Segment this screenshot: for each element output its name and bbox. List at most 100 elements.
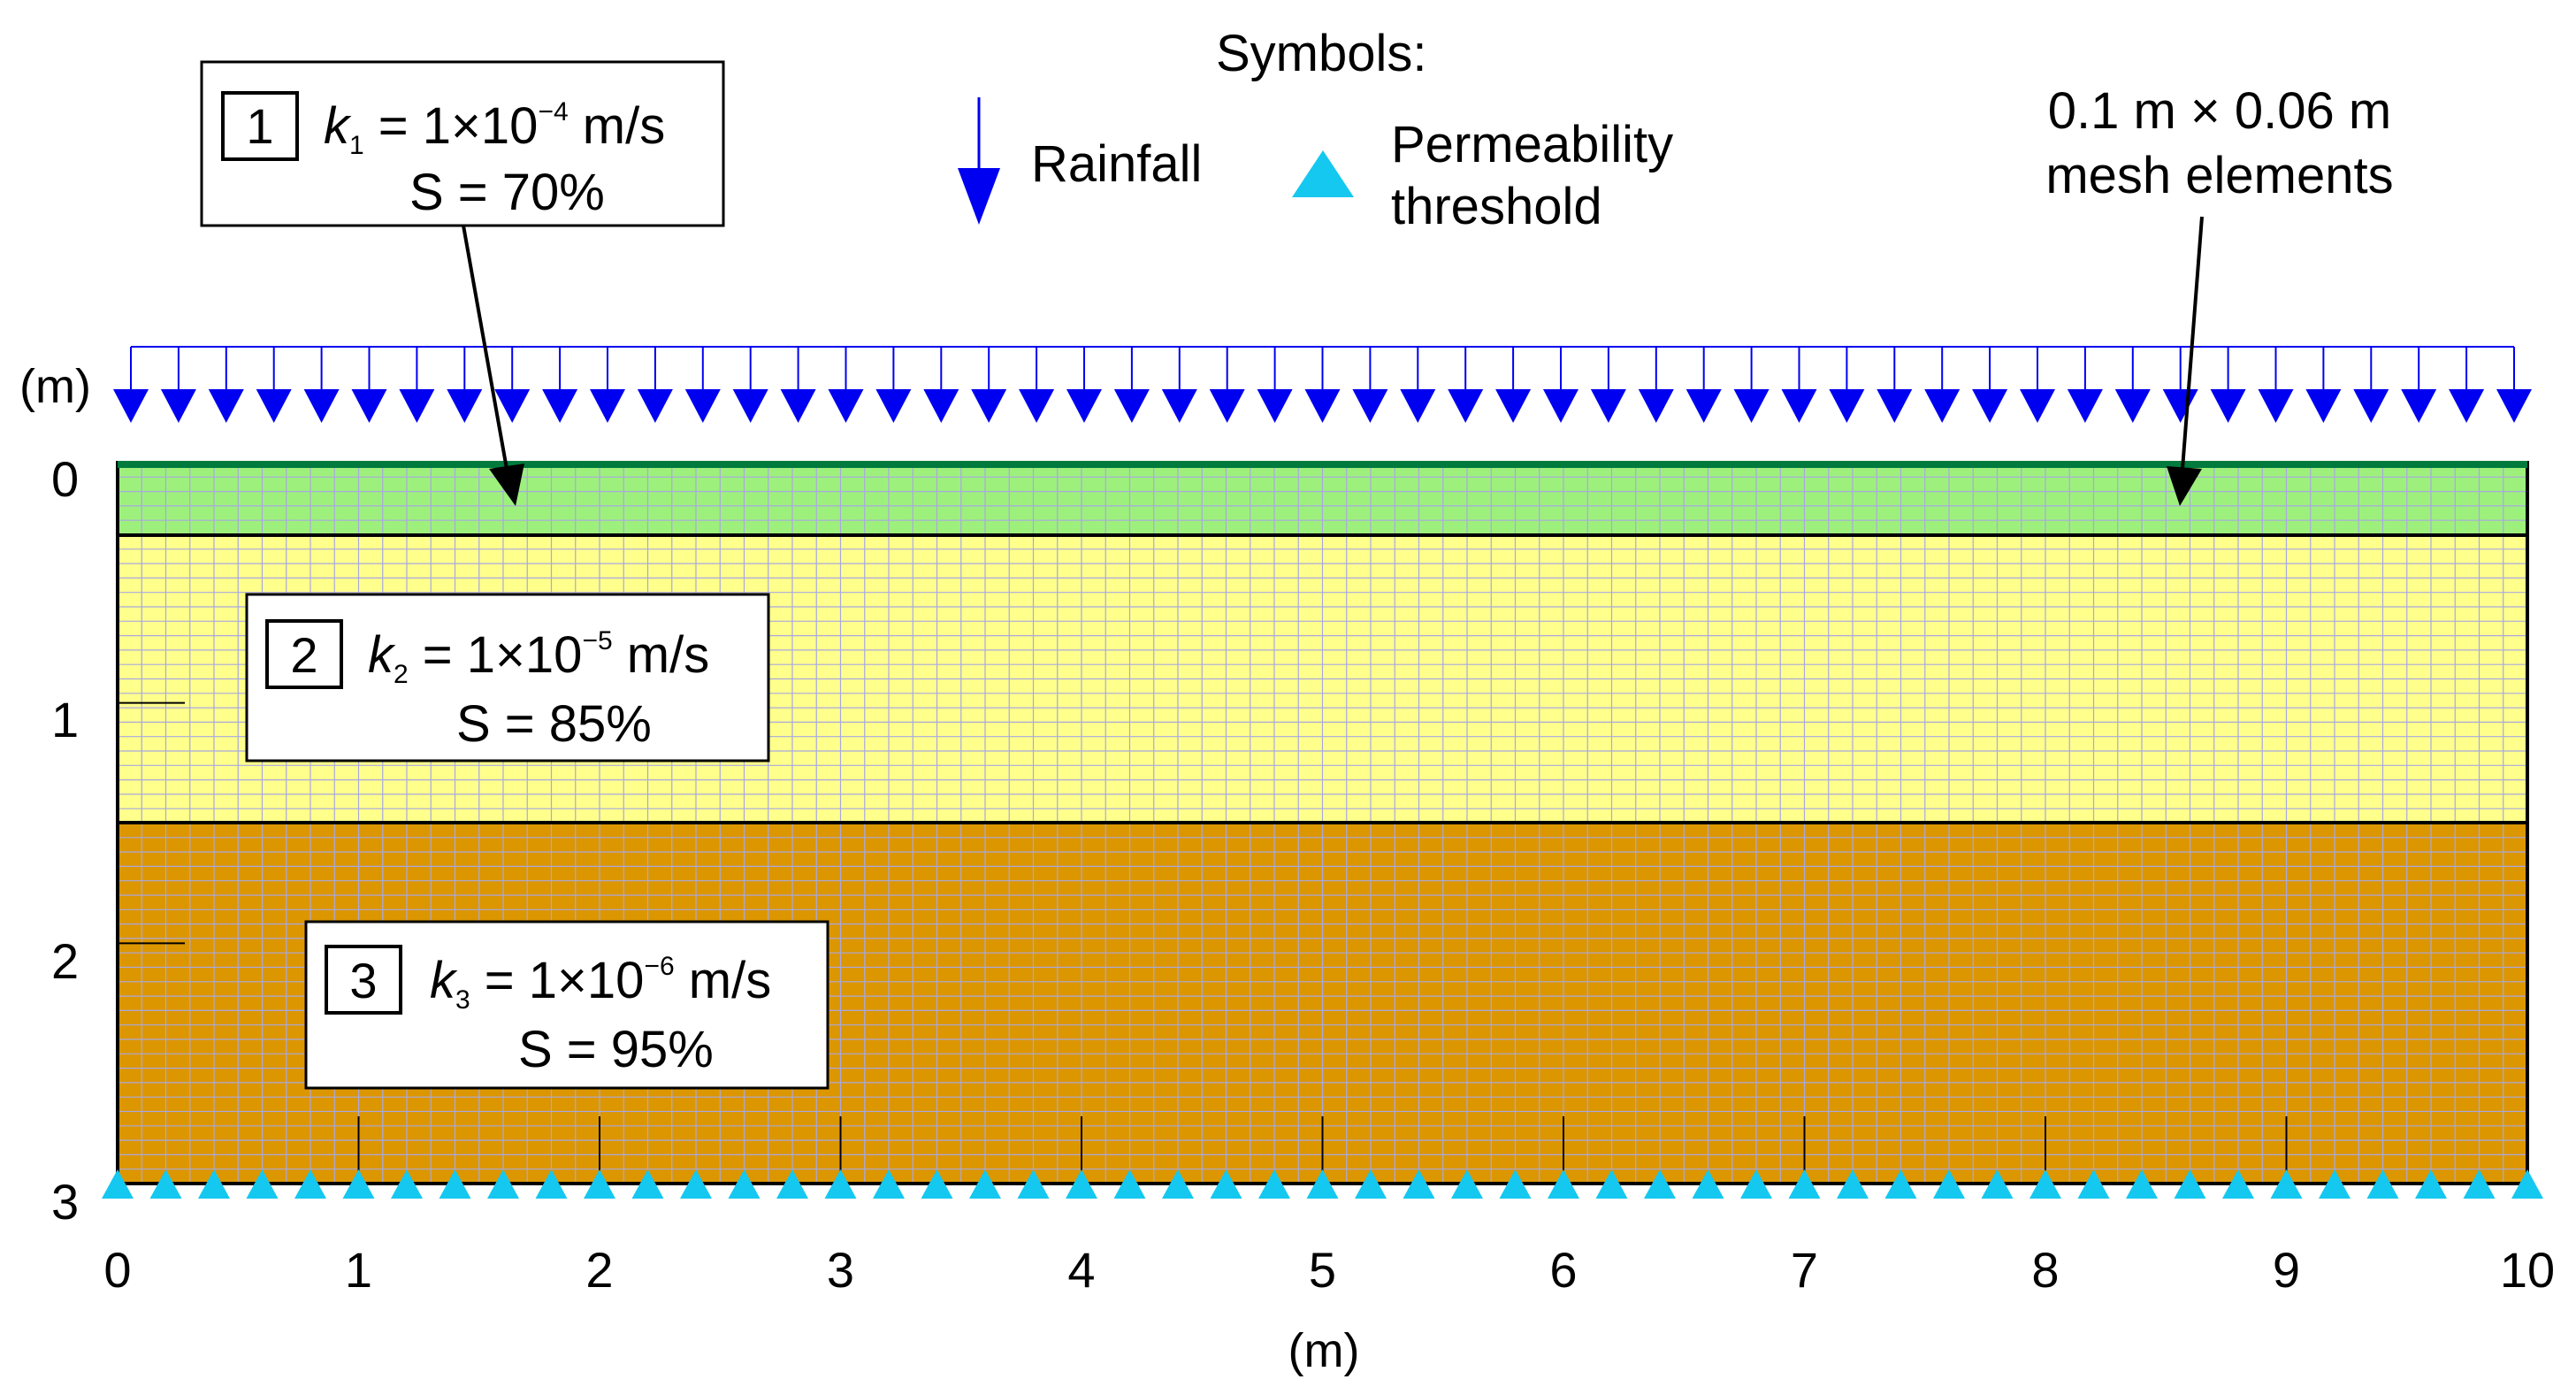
rain-arrowhead (2114, 389, 2151, 423)
threshold-marker (1355, 1169, 1387, 1199)
threshold-marker (921, 1169, 953, 1199)
rain-arrowhead (923, 389, 959, 423)
rain-arrowhead (351, 389, 387, 423)
threshold-marker (2029, 1169, 2061, 1199)
threshold-marker (1692, 1169, 1724, 1199)
rain-arrowhead (1209, 389, 1245, 423)
rain-arrowhead (2210, 389, 2246, 423)
x-tick-label: 6 (1549, 1242, 1577, 1298)
rain-arrowhead (1400, 389, 1436, 423)
x-axis-unit: (m) (1288, 1324, 1360, 1377)
threshold-marker (1788, 1169, 1821, 1199)
rain-arrowhead (2401, 389, 2437, 423)
threshold-marker (680, 1169, 712, 1199)
layer-1-arrowhead (489, 464, 524, 506)
x-axis: (m) 0 1 2 3 4 5 6 7 8 9 10 (103, 1242, 2555, 1377)
layer-2-saturation: S = 85% (456, 695, 652, 753)
rain-arrowhead (208, 389, 244, 423)
mesh-note-arrow-line (2181, 216, 2204, 470)
threshold-marker (824, 1169, 857, 1199)
threshold-marker (1306, 1169, 1339, 1199)
rain-arrowhead (1733, 389, 1770, 423)
x-tick-label: 0 (103, 1242, 131, 1298)
layer-2-box: 2 k2 = 1×10−5 m/s S = 85% (245, 593, 770, 762)
rain-arrowhead (2449, 389, 2485, 423)
rain-arrowhead (1685, 389, 1722, 423)
rain-arrowhead (160, 389, 196, 423)
rain-arrowhead (1257, 389, 1293, 423)
threshold-marker (1548, 1169, 1579, 1199)
threshold-marker (1740, 1169, 1772, 1199)
rain-arrowhead (637, 389, 673, 423)
rain-arrowhead (732, 389, 768, 423)
layer-boundaries (118, 533, 2527, 824)
threshold-marker (487, 1169, 519, 1199)
rain-arrowhead (1113, 389, 1150, 423)
threshold-marker (2222, 1169, 2254, 1199)
layer-1-permeability: k1 = 1×10−4 m/s (324, 97, 665, 160)
rain-arrowhead (1352, 389, 1388, 423)
threshold-marker (1113, 1169, 1146, 1199)
layer-1-id-box (221, 91, 299, 161)
threshold-legend-label-line1: Permeability (1391, 116, 1673, 173)
threshold-marker (1017, 1169, 1050, 1199)
y-tick-1: 1 (51, 692, 79, 747)
threshold-marker (776, 1169, 808, 1199)
layer-3-permeability: k3 = 1×10−6 m/s (430, 952, 771, 1015)
threshold-legend-label-line2: threshold (1391, 178, 1602, 235)
rain-arrowhead (494, 389, 531, 423)
x-tick-label: 3 (827, 1242, 854, 1298)
threshold-marker (2270, 1169, 2303, 1199)
layer-2-id: 2 (290, 627, 317, 683)
rain-arrowhead (1924, 389, 1961, 423)
rain-arrowhead (1019, 389, 1055, 423)
threshold-marker (102, 1169, 134, 1199)
legend-title: Symbols: (1216, 25, 1427, 82)
x-tick-label: 8 (2031, 1242, 2059, 1298)
threshold-marker (439, 1169, 471, 1199)
rain-arrowhead (875, 389, 912, 423)
rain-arrowhead (256, 389, 292, 423)
x-tick-label: 4 (1067, 1242, 1095, 1298)
threshold-marker (2366, 1169, 2399, 1199)
rain-arrowhead (1304, 389, 1341, 423)
rain-arrowhead (684, 389, 721, 423)
rain-arrowhead (2020, 389, 2055, 423)
mesh-note-line1: 0.1 m × 0.06 m (2048, 82, 2391, 140)
threshold-marker (1210, 1169, 1242, 1199)
rain-arrowhead (447, 389, 483, 423)
layer-1-saturation: S = 70% (409, 164, 605, 221)
mesh-note-line2: mesh elements (2045, 147, 2393, 204)
y-tick-3: 3 (51, 1174, 79, 1230)
rain-arrowhead (1638, 389, 1674, 423)
threshold-marker (149, 1169, 182, 1199)
threshold-marker (2174, 1169, 2206, 1199)
rain-arrowhead (1161, 389, 1197, 423)
x-tick-label: 10 (2500, 1242, 2555, 1298)
threshold-marker (391, 1169, 423, 1199)
threshold-marker (342, 1169, 375, 1199)
threshold-marker (1837, 1169, 1869, 1199)
x-tick-label: 9 (2273, 1242, 2300, 1298)
rain-arrowhead (1066, 389, 1102, 423)
threshold-marker (294, 1169, 326, 1199)
x-tick-label: 5 (1309, 1242, 1336, 1298)
y-tick-2: 2 (51, 933, 79, 989)
layer-1-id: 1 (246, 98, 273, 154)
rain-arrowhead (1972, 389, 2008, 423)
layer-3-id-box (325, 945, 402, 1015)
threshold-marker (246, 1169, 279, 1199)
rainfall-arrows (113, 346, 2532, 423)
y-axis-unit: (m) (19, 360, 91, 413)
mesh-note: 0.1 m × 0.06 m mesh elements (2045, 82, 2394, 506)
threshold-marker (535, 1169, 568, 1199)
x-tick-label: 1 (345, 1242, 372, 1298)
layer-3-id: 3 (349, 953, 377, 1008)
threshold-marker (2319, 1169, 2351, 1199)
threshold-marker (2463, 1169, 2496, 1199)
layer-2-id-box (265, 619, 343, 689)
rainfall-legend-label: Rainfall (1031, 135, 1202, 193)
rainfall-legend-symbol (958, 97, 1000, 225)
layer-2-permeability: k2 = 1×10−5 m/s (368, 626, 709, 689)
threshold-marker (2077, 1169, 2110, 1199)
